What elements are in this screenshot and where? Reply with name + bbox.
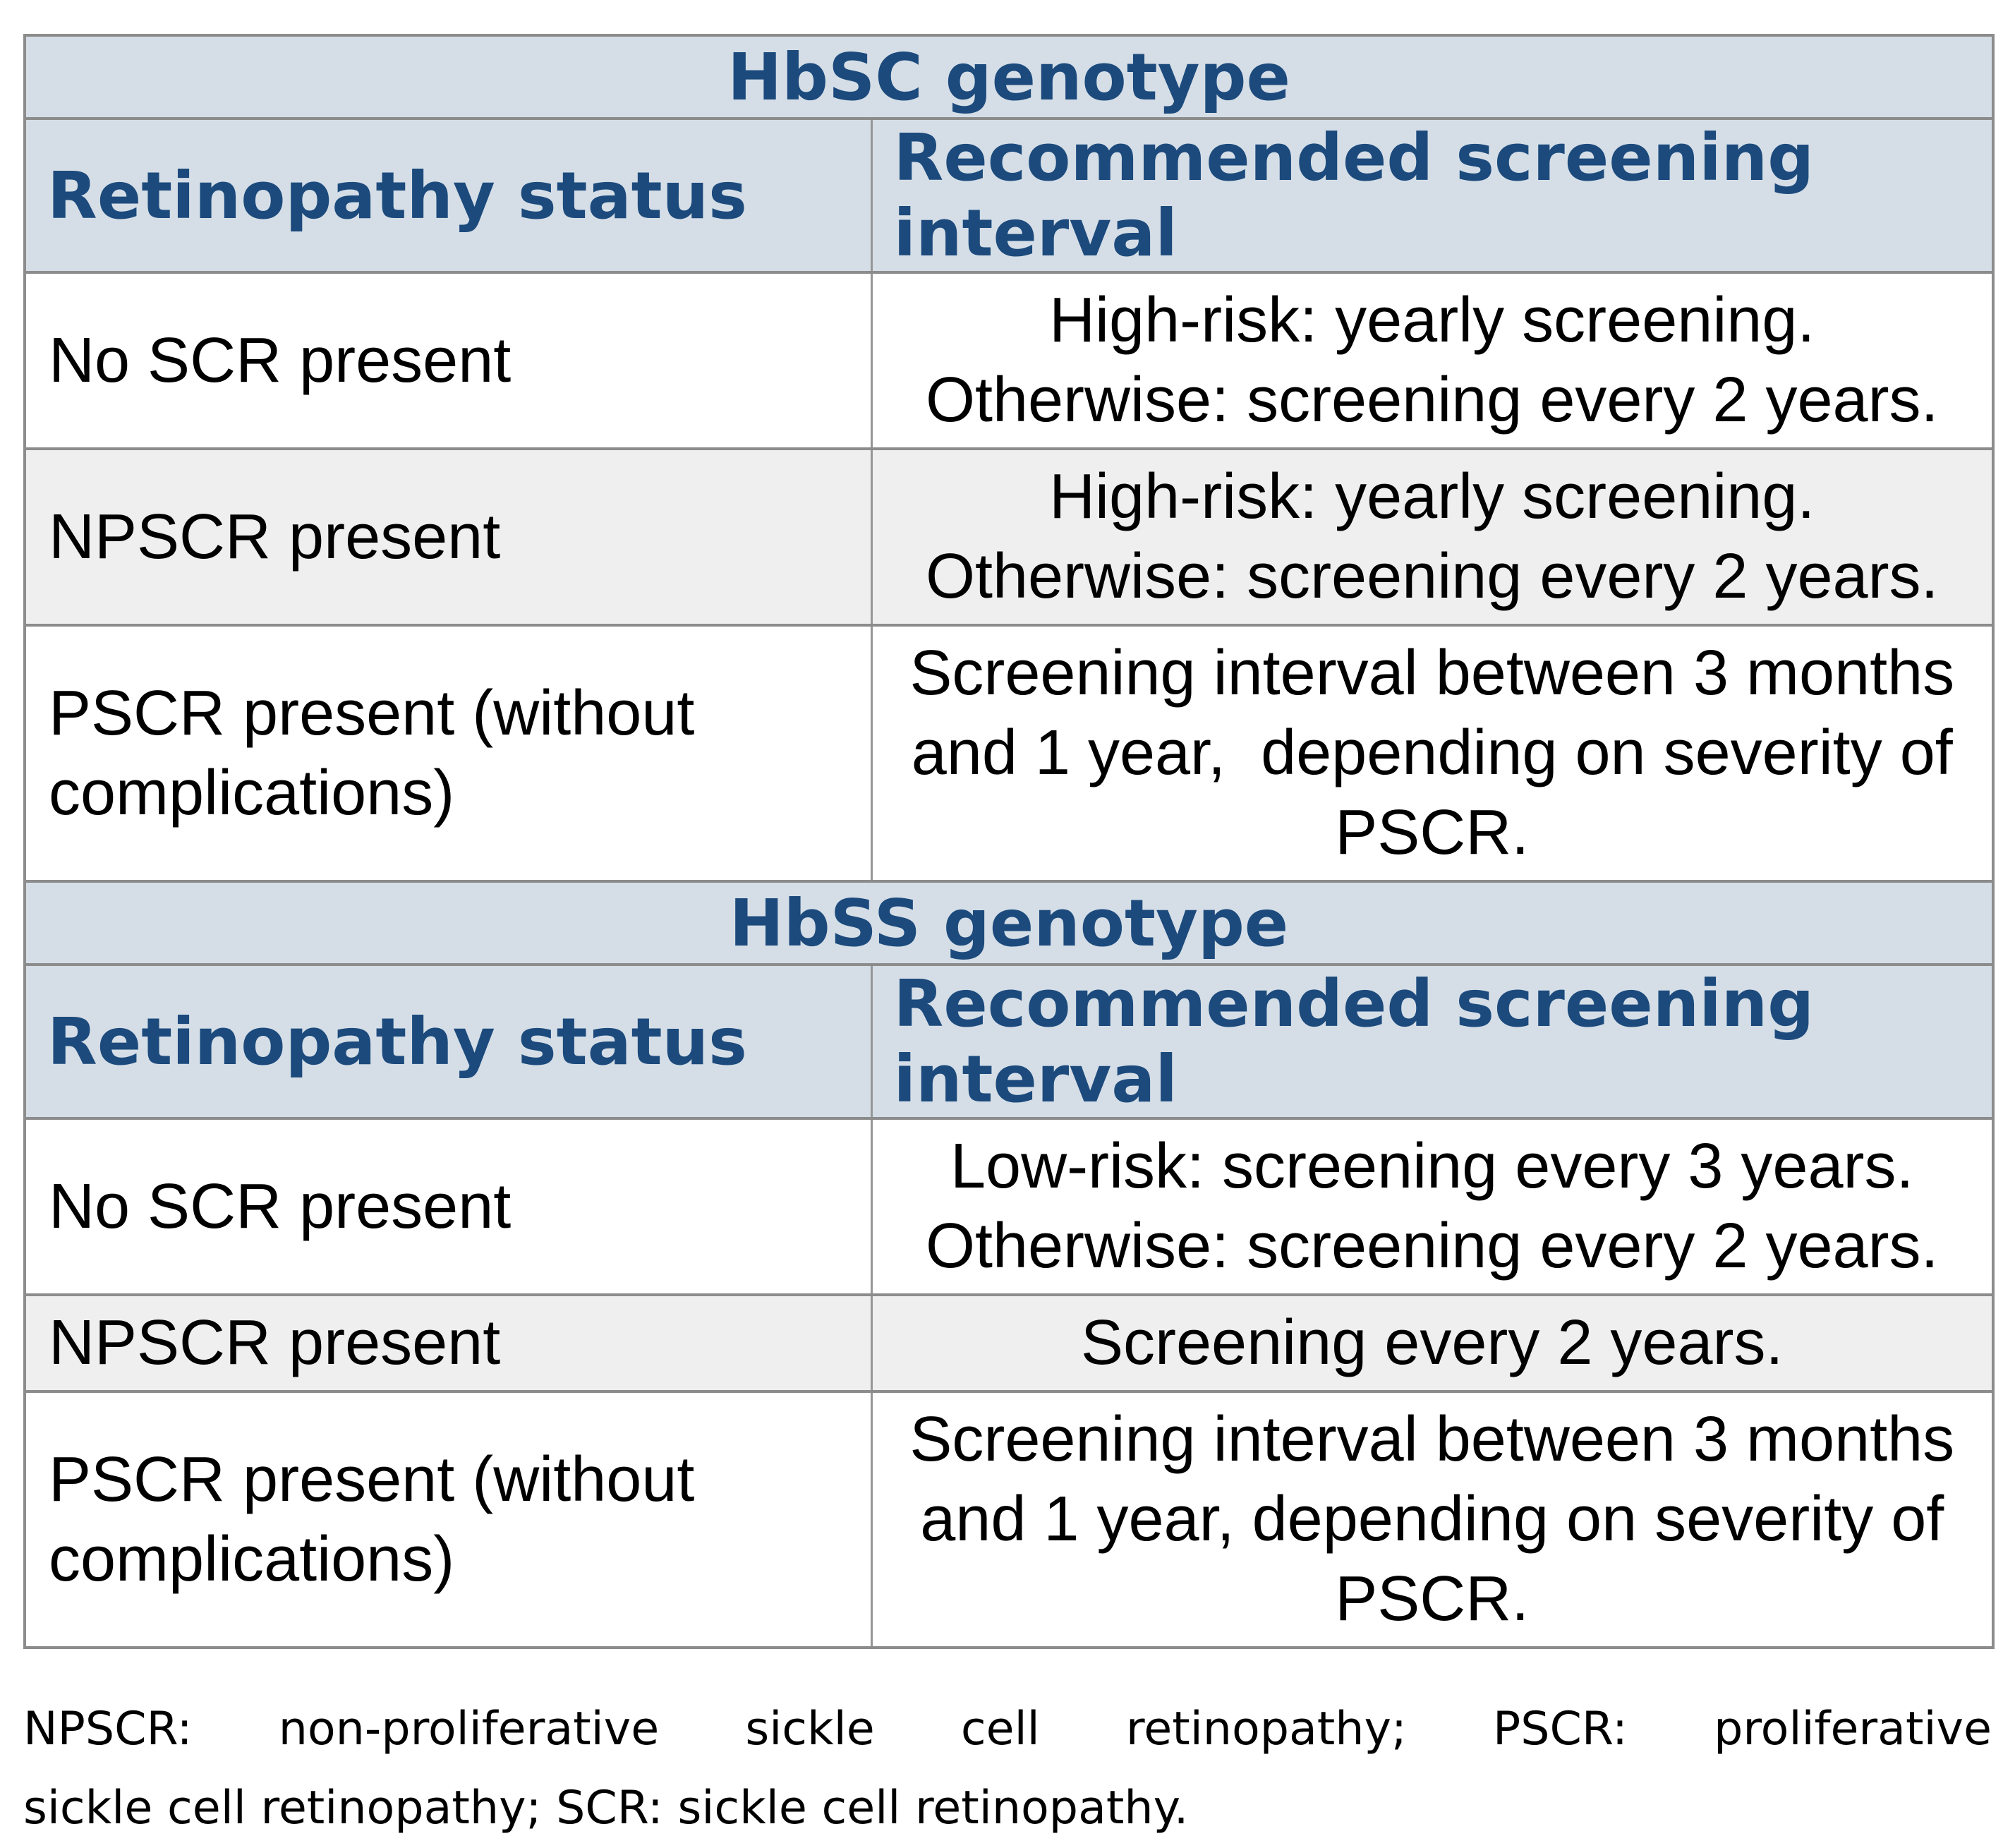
table-row: No SCR present Low-risk: screening every…	[23, 1117, 1995, 1296]
cell-interval-hbsc-pscr: Screening interval between 3 months and …	[870, 624, 1995, 883]
cell-interval-hbss-pscr: Screening interval between 3 months and …	[870, 1390, 1995, 1649]
cell-status-hbss-npscr: NPSCR present	[23, 1293, 873, 1393]
cell-status-hbss-no-scr: No SCR present	[23, 1117, 873, 1296]
column-header-retinopathy-status-hbss: Retinopathy status	[23, 963, 873, 1120]
column-header-screening-interval-hbss: Recommended screening interval	[870, 963, 1995, 1120]
table-row: HbSS genotype	[23, 880, 1995, 966]
cell-status-hbsc-no-scr: No SCR present	[23, 271, 873, 450]
cell-interval-hbss-no-scr: Low-risk: screening every 3 years. Other…	[870, 1117, 1995, 1296]
table-row: Retinopathy status Recommended screening…	[23, 117, 1995, 274]
genotype-band-hbsc: HbSC genotype	[23, 34, 1995, 120]
footnote-line-1: NPSCR: non-proliferative sickle cell ret…	[23, 1703, 1992, 1756]
column-header-retinopathy-status-hbsc: Retinopathy status	[23, 117, 873, 274]
cell-status-hbsc-pscr: PSCR present (without complications)	[23, 624, 873, 883]
cell-status-hbsc-npscr: NPSCR present	[23, 447, 873, 627]
table-row: NPSCR present High-risk: yearly screenin…	[23, 447, 1995, 627]
table-row: Retinopathy status Recommended screening…	[23, 963, 1995, 1120]
table-row: HbSC genotype	[23, 34, 1995, 120]
cell-interval-hbss-npscr: Screening every 2 years.	[870, 1293, 1995, 1393]
cell-interval-hbsc-npscr: High-risk: yearly screening. Otherwise: …	[870, 447, 1995, 627]
footnote-abbreviations: NPSCR: non-proliferative sickle cell ret…	[23, 1690, 1992, 1848]
genotype-band-hbss: HbSS genotype	[23, 880, 1995, 966]
screening-interval-table: HbSC genotype Retinopathy status Recomme…	[23, 34, 1995, 1649]
table-row: PSCR present (without complications) Scr…	[23, 1390, 1995, 1649]
table-row: No SCR present High-risk: yearly screeni…	[23, 271, 1995, 450]
table-row: NPSCR present Screening every 2 years.	[23, 1293, 1995, 1393]
table-row: PSCR present (without complications) Scr…	[23, 624, 1995, 883]
page: HbSC genotype Retinopathy status Recomme…	[23, 34, 1995, 1835]
column-header-screening-interval-hbsc: Recommended screening interval	[870, 117, 1995, 274]
cell-interval-hbsc-no-scr: High-risk: yearly screening. Otherwise: …	[870, 271, 1995, 450]
footnote-line-2: sickle cell retinopathy; SCR: sickle cel…	[23, 1782, 1189, 1835]
cell-status-hbss-pscr: PSCR present (without complications)	[23, 1390, 873, 1649]
